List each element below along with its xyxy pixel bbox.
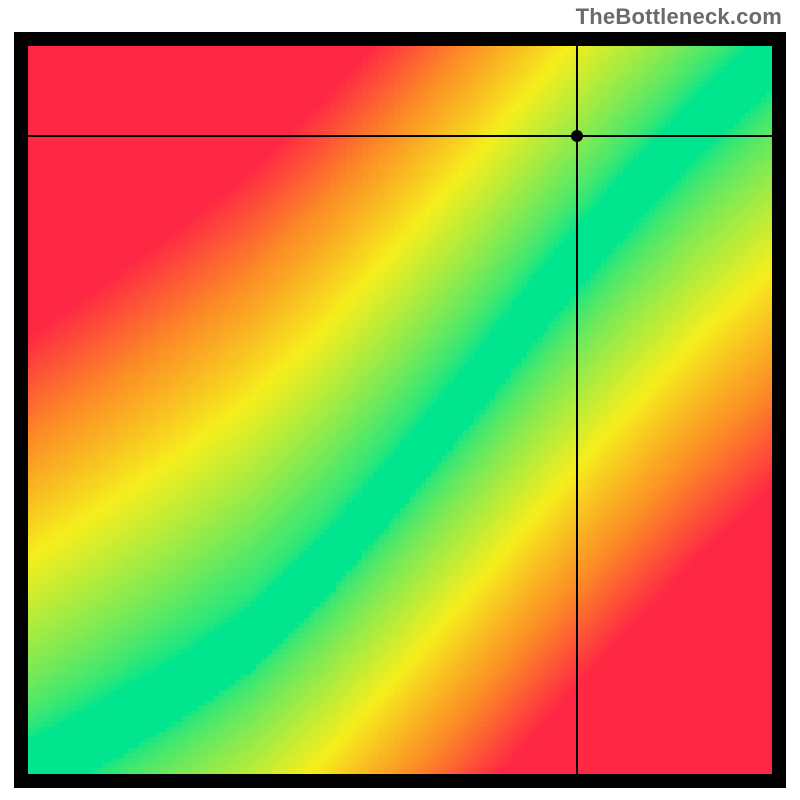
crosshair-vertical	[576, 46, 578, 774]
chart-container: TheBottleneck.com	[0, 0, 800, 800]
watermark-text: TheBottleneck.com	[576, 4, 782, 30]
bottleneck-heatmap	[28, 46, 772, 774]
crosshair-horizontal	[28, 135, 772, 137]
